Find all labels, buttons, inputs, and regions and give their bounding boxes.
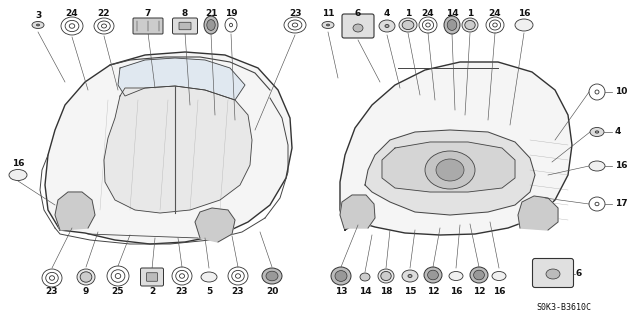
Ellipse shape [462, 18, 478, 32]
Ellipse shape [474, 270, 484, 280]
Ellipse shape [322, 21, 334, 28]
Text: 15: 15 [404, 286, 416, 295]
Text: 6: 6 [355, 9, 361, 18]
Text: 24: 24 [422, 9, 435, 18]
Text: 23: 23 [176, 286, 188, 295]
Ellipse shape [360, 273, 370, 281]
Ellipse shape [595, 131, 599, 133]
Text: 9: 9 [83, 286, 89, 295]
Ellipse shape [546, 269, 560, 279]
Ellipse shape [515, 19, 533, 31]
Text: 16: 16 [615, 161, 627, 170]
Ellipse shape [80, 272, 92, 282]
Ellipse shape [262, 268, 282, 284]
Polygon shape [45, 52, 292, 244]
Ellipse shape [9, 169, 27, 181]
Text: 3: 3 [35, 11, 41, 19]
Ellipse shape [449, 271, 463, 280]
Text: 11: 11 [322, 9, 334, 18]
Text: 23: 23 [45, 287, 58, 296]
Text: 6: 6 [576, 270, 582, 278]
Ellipse shape [353, 24, 363, 32]
Polygon shape [340, 62, 572, 235]
Ellipse shape [444, 16, 460, 34]
Ellipse shape [470, 267, 488, 283]
Text: 24: 24 [489, 9, 501, 18]
Text: 5: 5 [206, 286, 212, 295]
Ellipse shape [428, 270, 438, 280]
Text: 13: 13 [335, 286, 348, 295]
Text: 8: 8 [182, 9, 188, 18]
Text: 16: 16 [12, 159, 24, 167]
Text: 10: 10 [615, 87, 627, 97]
Text: 21: 21 [205, 9, 217, 18]
Text: 12: 12 [473, 286, 485, 295]
Ellipse shape [36, 24, 40, 26]
Text: 16: 16 [493, 286, 505, 295]
Text: 20: 20 [266, 286, 278, 295]
Text: 25: 25 [112, 286, 124, 295]
FancyBboxPatch shape [141, 268, 163, 286]
Ellipse shape [424, 267, 442, 283]
FancyBboxPatch shape [342, 14, 374, 38]
Ellipse shape [204, 16, 218, 34]
Polygon shape [340, 195, 375, 228]
Text: S0K3-B3610C: S0K3-B3610C [536, 303, 591, 313]
Ellipse shape [447, 19, 457, 30]
Text: 14: 14 [358, 286, 371, 295]
Text: 16: 16 [450, 286, 462, 295]
Text: 17: 17 [615, 199, 628, 209]
Ellipse shape [335, 271, 347, 281]
Ellipse shape [402, 20, 414, 30]
FancyBboxPatch shape [133, 18, 163, 34]
Text: 7: 7 [145, 9, 151, 18]
Text: 12: 12 [427, 286, 439, 295]
Ellipse shape [77, 269, 95, 285]
Ellipse shape [408, 275, 412, 278]
Text: 1: 1 [405, 9, 411, 18]
Ellipse shape [425, 151, 475, 189]
Polygon shape [195, 208, 235, 242]
Ellipse shape [589, 161, 605, 171]
Ellipse shape [465, 20, 475, 30]
Text: 4: 4 [384, 9, 390, 18]
Polygon shape [55, 192, 95, 230]
Text: 24: 24 [66, 9, 78, 18]
Ellipse shape [331, 267, 351, 285]
Polygon shape [365, 130, 535, 215]
Text: 19: 19 [225, 9, 237, 18]
Ellipse shape [32, 21, 44, 28]
Text: 22: 22 [98, 9, 110, 18]
Ellipse shape [590, 128, 604, 137]
Text: 4: 4 [615, 128, 621, 137]
Ellipse shape [326, 24, 330, 26]
Ellipse shape [399, 18, 417, 32]
Ellipse shape [207, 19, 215, 30]
Text: 23: 23 [232, 286, 244, 295]
Ellipse shape [402, 270, 418, 282]
Text: 2: 2 [149, 287, 155, 296]
Polygon shape [118, 58, 245, 100]
FancyBboxPatch shape [532, 258, 573, 287]
Ellipse shape [492, 271, 506, 280]
Ellipse shape [379, 20, 395, 32]
Polygon shape [382, 142, 515, 192]
FancyBboxPatch shape [147, 273, 157, 281]
Ellipse shape [201, 272, 217, 282]
Ellipse shape [378, 269, 394, 283]
Text: 23: 23 [289, 9, 301, 18]
Ellipse shape [436, 159, 464, 181]
FancyBboxPatch shape [173, 18, 198, 34]
Polygon shape [518, 196, 558, 230]
Text: 16: 16 [518, 9, 531, 18]
FancyBboxPatch shape [179, 22, 191, 30]
Ellipse shape [381, 271, 391, 280]
Text: 18: 18 [380, 286, 392, 295]
Ellipse shape [385, 25, 389, 27]
Text: 14: 14 [445, 9, 458, 18]
Text: 1: 1 [467, 9, 473, 18]
Ellipse shape [266, 271, 278, 281]
Polygon shape [104, 86, 252, 213]
